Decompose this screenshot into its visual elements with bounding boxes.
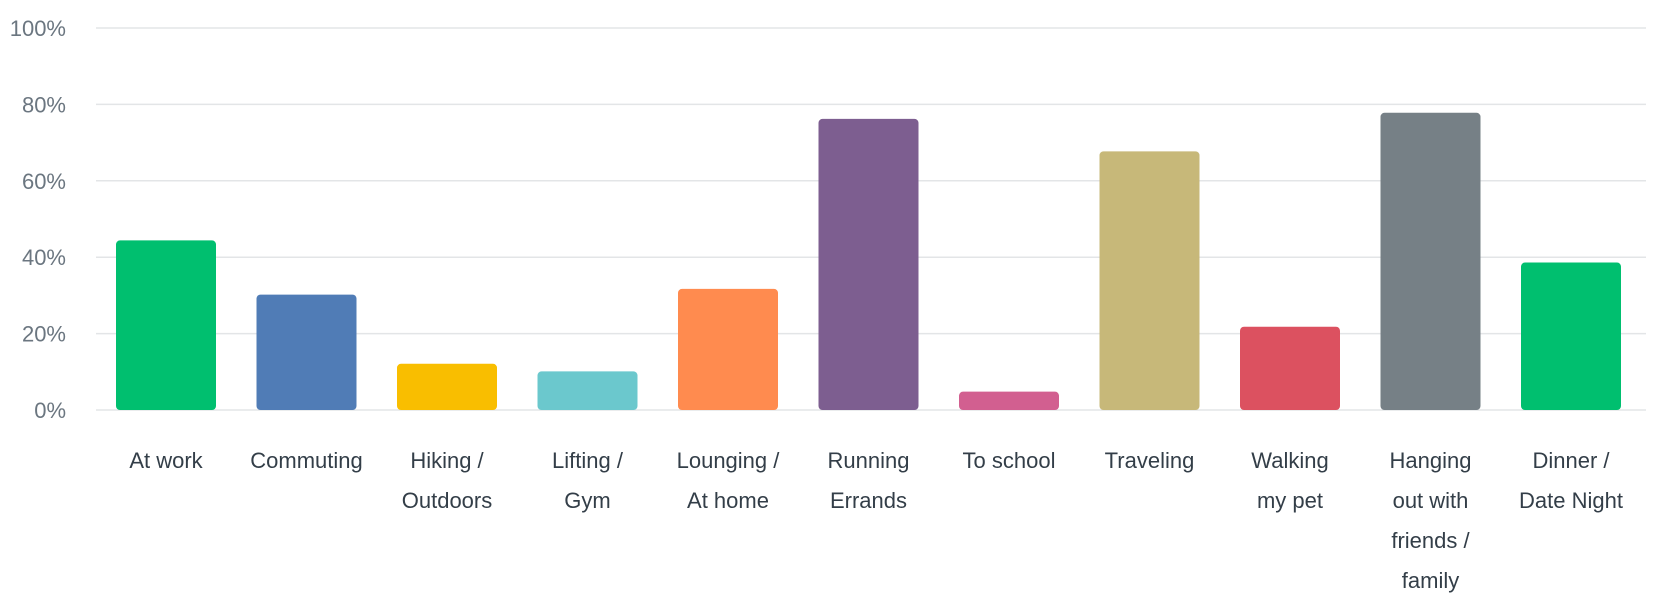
x-category-label-line: friends /: [1391, 528, 1470, 553]
x-category-label-line: To school: [963, 448, 1056, 473]
bar[interactable]: [256, 294, 357, 410]
y-tick-label: 80%: [22, 92, 66, 117]
x-category-label-line: Outdoors: [402, 488, 493, 513]
bar[interactable]: [116, 240, 216, 410]
y-tick-label: 60%: [22, 169, 66, 194]
y-tick-label: 0%: [34, 398, 66, 423]
x-category-label-line: Hiking /: [410, 448, 484, 473]
x-category-label: Lounging / At home: [677, 448, 781, 513]
x-category-label-line: Traveling: [1105, 448, 1195, 473]
x-category-label-line: out with: [1393, 488, 1469, 513]
x-category-label-line: Hanging: [1390, 448, 1472, 473]
y-tick-label: 40%: [22, 245, 66, 270]
x-category-label-line: Lounging /: [677, 448, 781, 473]
x-category-label-line: At home: [687, 488, 769, 513]
x-category-label: At work: [129, 448, 203, 473]
x-category-label: Traveling: [1105, 448, 1195, 473]
x-category-label: Lifting / Gym: [552, 448, 624, 513]
x-category-label: To school: [963, 448, 1056, 473]
bar[interactable]: [1099, 151, 1200, 411]
x-category-label-line: Running: [828, 448, 910, 473]
bar[interactable]: [397, 363, 497, 410]
bar[interactable]: [959, 391, 1059, 410]
bar[interactable]: [678, 288, 778, 410]
bar[interactable]: [1240, 326, 1340, 410]
x-category-label: Hiking / Outdoors: [402, 448, 493, 513]
x-category-label-line: Date Night: [1519, 488, 1623, 513]
bar[interactable]: [1521, 262, 1621, 410]
x-category-label-line: my pet: [1257, 488, 1323, 513]
bar[interactable]: [537, 371, 638, 410]
y-tick-label: 100%: [10, 16, 66, 41]
bar[interactable]: [818, 118, 919, 410]
x-category-label-line: Dinner /: [1532, 448, 1610, 473]
x-category-label: Running Errands: [828, 448, 910, 513]
x-category-label-line: Errands: [830, 488, 907, 513]
x-category-label-line: At work: [129, 448, 203, 473]
x-category-label: Commuting: [250, 448, 362, 473]
x-category-label: Dinner / Date Night: [1519, 448, 1623, 513]
x-category-label-line: Lifting /: [552, 448, 624, 473]
x-category-label-line: Commuting: [250, 448, 362, 473]
x-axis-category-labels: At work Commuting Hiking / Outdoors Lifting …: [129, 448, 1623, 593]
bar[interactable]: [1380, 112, 1481, 410]
x-category-label: Hanging out with friends / family: [1390, 448, 1472, 593]
x-category-label: Walking my pet: [1251, 448, 1328, 513]
x-category-label-line: Walking: [1251, 448, 1328, 473]
x-category-label-line: Gym: [564, 488, 610, 513]
bars: [116, 112, 1621, 411]
x-category-label-line: family: [1402, 568, 1459, 593]
y-axis-tick-labels: 0% 20% 40% 60% 80% 100%: [10, 16, 66, 423]
y-tick-label: 20%: [22, 322, 66, 347]
